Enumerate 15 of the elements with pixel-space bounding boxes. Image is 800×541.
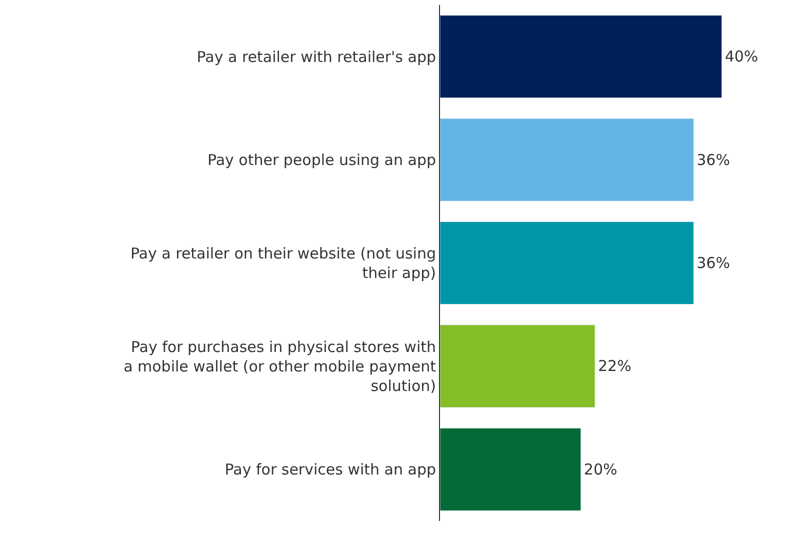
data-label: 20% [584, 460, 618, 478]
y-tick-label: Pay other people using an app [207, 151, 436, 170]
bar [440, 15, 722, 98]
bar [440, 428, 582, 511]
bar [440, 221, 694, 305]
data-label: 36% [696, 150, 730, 169]
y-tick-label: Pay for purchases in physical stores with a mobile wallet (or other mobile payment solution) [124, 338, 436, 395]
data-label: 40% [724, 48, 758, 66]
y-tick-label: Pay for services with an app [224, 460, 436, 479]
data-label: 22% [598, 357, 632, 376]
bar [440, 118, 694, 202]
data-label: 36% [696, 254, 730, 272]
y-tick-label: Pay a retailer with retailer's app [196, 48, 436, 66]
y-tick-label: Pay a retailer on their website (not using their app) [130, 244, 436, 282]
bar [440, 324, 596, 408]
